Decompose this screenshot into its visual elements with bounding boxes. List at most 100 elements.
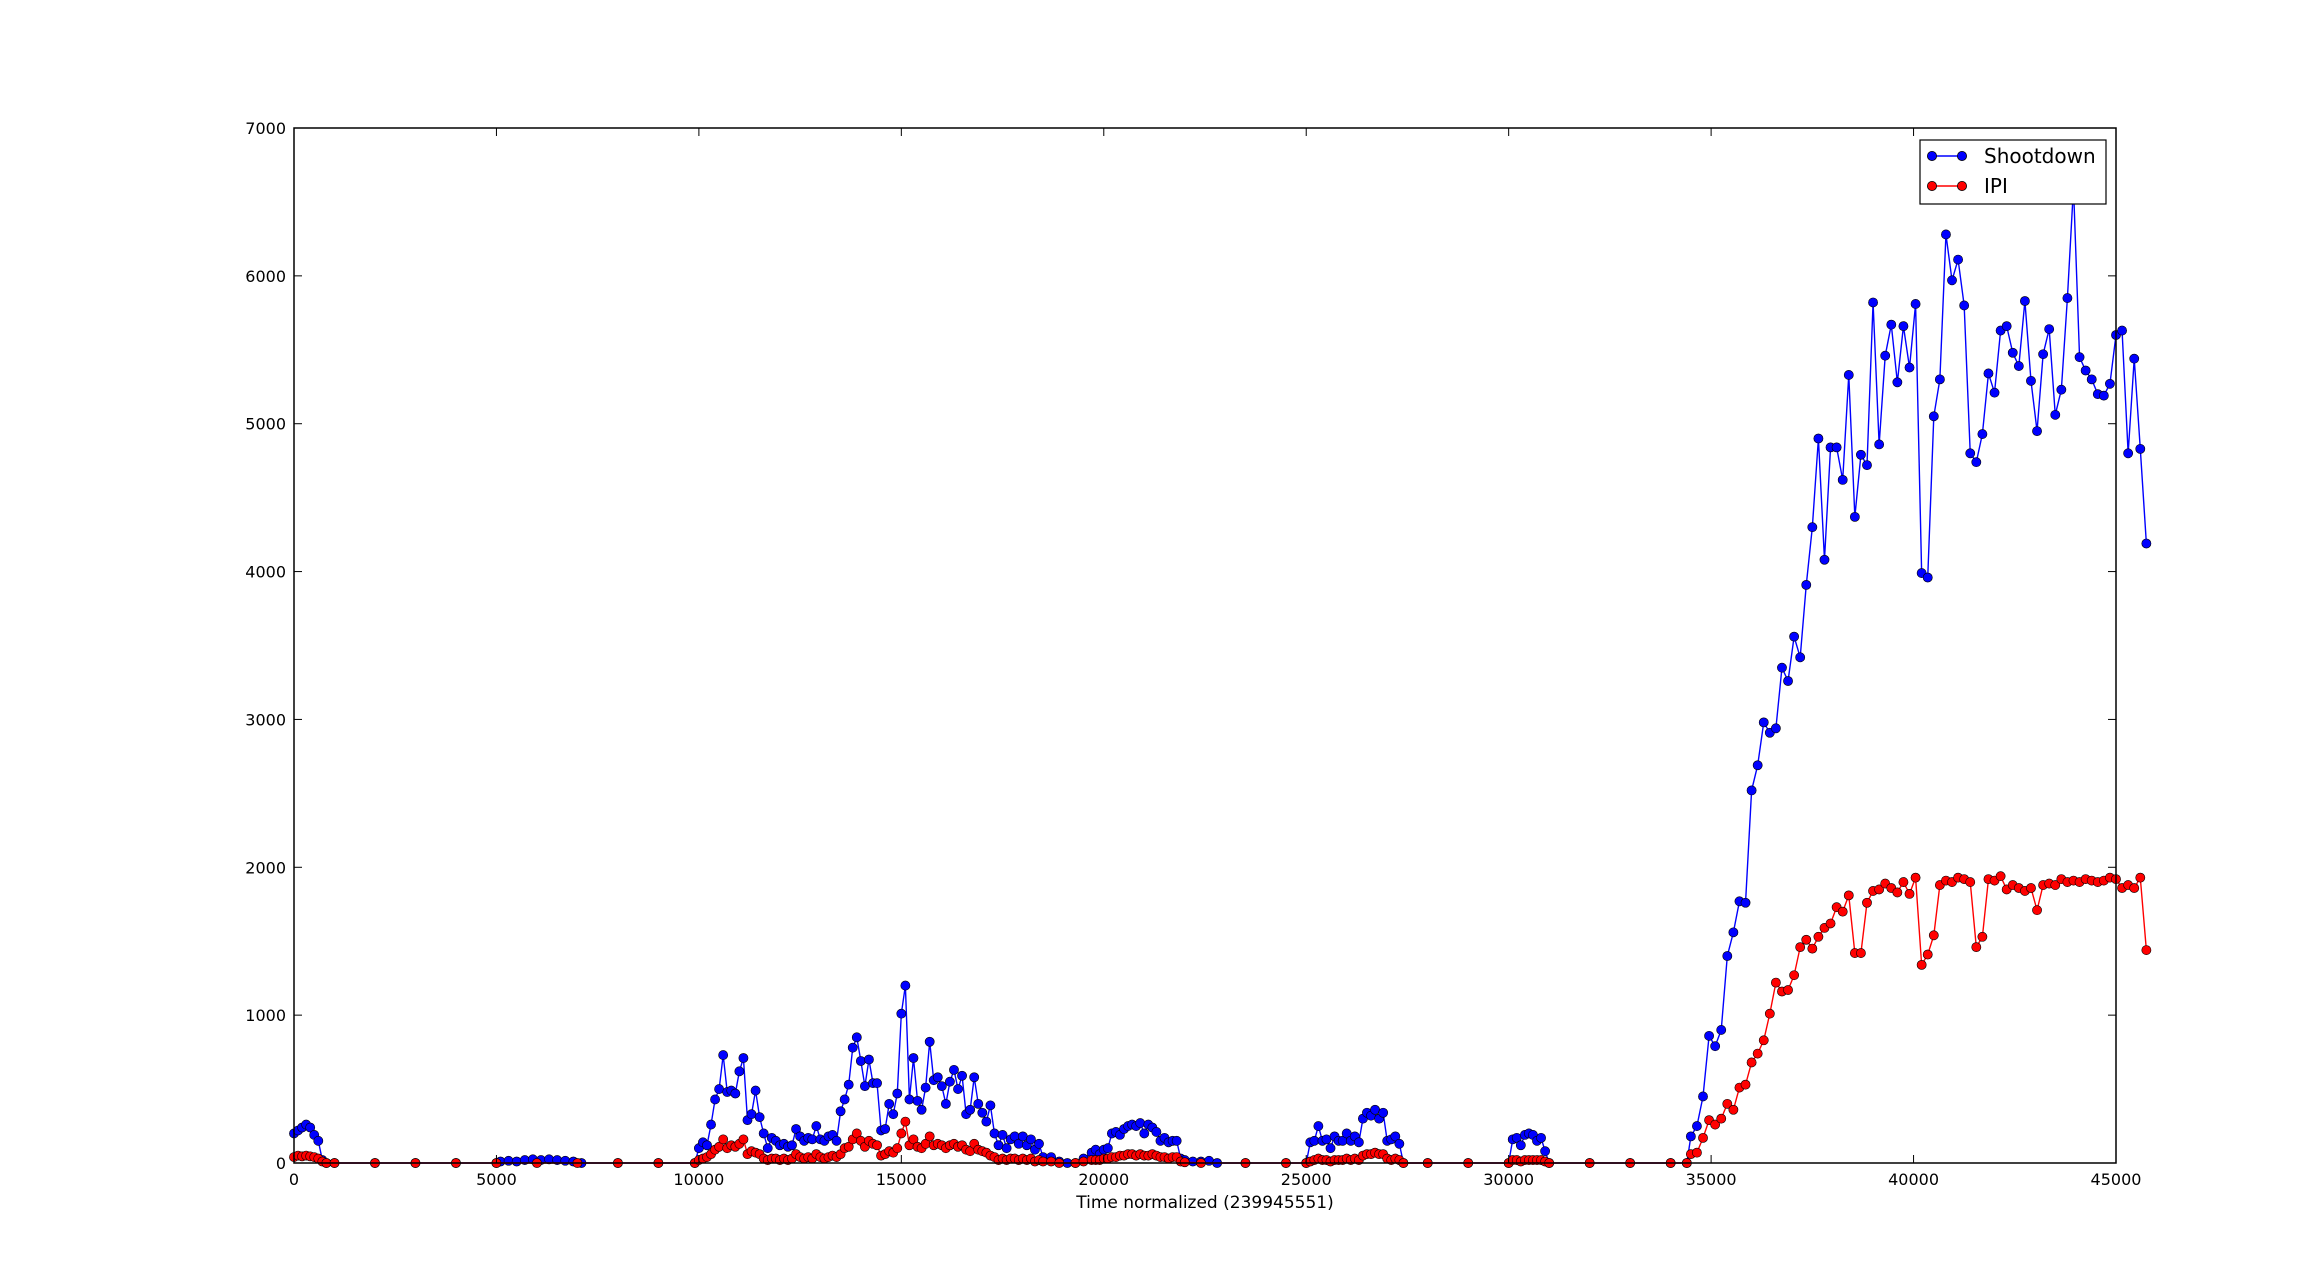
y-tick-label: 4000: [245, 563, 286, 582]
data-point-shootdown: [831, 1135, 842, 1146]
data-point-ipi: [2129, 883, 2140, 893]
legend-ipi-label: IPI: [1984, 174, 2008, 198]
data-point-ipi: [924, 1131, 935, 1142]
data-point-ipi: [1698, 1132, 1708, 1143]
data-point-shootdown: [1740, 897, 1751, 908]
data-point-shootdown: [2098, 390, 2109, 401]
data-point-shootdown: [1698, 1091, 1708, 1102]
data-point-shootdown: [847, 1042, 858, 1053]
data-point-ipi: [1795, 942, 1806, 953]
data-point-ipi: [1971, 942, 1982, 953]
data-point-shootdown: [2026, 375, 2036, 386]
data-point-shootdown: [977, 1107, 988, 1118]
plot-frame: [293, 127, 2117, 1164]
data-point-shootdown: [1886, 319, 1897, 330]
data-point-shootdown: [313, 1135, 324, 1146]
data-point-shootdown: [912, 1096, 923, 1106]
data-point-ipi: [851, 1128, 862, 1139]
data-point-shootdown: [2038, 349, 2049, 360]
data-point-shootdown: [1892, 377, 1903, 388]
data-point-shootdown: [1746, 785, 1757, 796]
data-point-shootdown: [855, 1056, 866, 1066]
data-point-ipi: [718, 1134, 729, 1145]
data-point-ipi: [2141, 945, 2152, 955]
x-tick-label: 35000: [1686, 1170, 1737, 1189]
data-point-shootdown: [965, 1104, 976, 1115]
x-tick-label: 25000: [1281, 1170, 1332, 1189]
data-point-ipi: [896, 1128, 907, 1139]
plot-area: [294, 128, 2116, 1163]
data-point-shootdown: [305, 1122, 316, 1133]
data-point-shootdown: [1783, 676, 1793, 686]
data-point-shootdown: [706, 1119, 716, 1130]
legend-shootdown-marker-left: [1927, 150, 1938, 161]
data-point-ipi: [1977, 931, 1988, 942]
y-tick-label: 0: [276, 1154, 286, 1173]
data-point-shootdown: [2007, 347, 2018, 358]
data-point-shootdown: [1139, 1128, 1150, 1139]
x-tick-label: 40000: [1888, 1170, 1939, 1189]
data-point-shootdown: [1692, 1121, 1702, 1131]
data-point-shootdown: [1856, 449, 1866, 460]
data-point-shootdown: [936, 1081, 947, 1092]
y-tick-label: 7000: [245, 119, 286, 138]
data-point-shootdown: [957, 1070, 967, 1081]
data-point-shootdown: [811, 1121, 822, 1131]
data-point-shootdown: [1353, 1137, 1364, 1148]
data-point-ipi: [1825, 918, 1836, 929]
data-point-shootdown: [945, 1076, 955, 1087]
data-point-shootdown: [1151, 1127, 1162, 1137]
data-point-shootdown: [1722, 951, 1733, 961]
data-point-shootdown: [872, 1078, 882, 1089]
data-point-shootdown: [1874, 439, 1885, 450]
data-point-shootdown: [1941, 229, 1951, 240]
data-point-shootdown: [2056, 384, 2067, 395]
data-point-shootdown: [1789, 631, 1800, 642]
x-tick-label: 15000: [876, 1170, 927, 1189]
data-point-shootdown: [1831, 442, 1842, 453]
data-point-shootdown: [1704, 1030, 1714, 1041]
data-point-shootdown: [2050, 409, 2061, 420]
data-point-shootdown: [2141, 538, 2152, 549]
data-point-shootdown: [953, 1084, 963, 1094]
legend-box: [1919, 139, 2107, 205]
data-point-shootdown: [835, 1106, 846, 1117]
data-point-shootdown: [892, 1088, 903, 1099]
y-tick-label: 3000: [245, 710, 286, 729]
data-point-shootdown: [1928, 411, 1939, 422]
data-point-shootdown: [2123, 448, 2134, 459]
data-point-shootdown: [1102, 1143, 1113, 1154]
data-point-ipi: [1904, 889, 1915, 899]
x-tick-label: 20000: [1078, 1170, 1129, 1189]
data-point-shootdown: [2074, 352, 2085, 363]
y-tick-label: 1000: [245, 1006, 286, 1025]
data-point-shootdown: [730, 1088, 741, 1099]
data-point-shootdown: [1758, 717, 1769, 728]
data-point-ipi: [1922, 949, 1933, 960]
data-point-ipi: [1813, 931, 1824, 942]
data-point-shootdown: [1959, 300, 1970, 311]
data-point-ipi: [1856, 948, 1866, 958]
data-point-shootdown: [1777, 662, 1787, 673]
data-point-shootdown: [864, 1054, 874, 1065]
data-point-ipi: [1898, 877, 1909, 887]
x-tick-label: 0: [289, 1170, 299, 1189]
data-point-ipi: [2050, 880, 2061, 890]
data-point-ipi: [892, 1143, 903, 1154]
data-point-shootdown: [969, 1072, 980, 1083]
data-point-ipi: [1789, 970, 1800, 981]
data-point-shootdown: [843, 1079, 854, 1090]
data-point-shootdown: [1801, 579, 1812, 590]
data-point-shootdown: [2001, 321, 2012, 332]
data-point-shootdown: [758, 1128, 769, 1139]
data-point-shootdown: [1813, 433, 1824, 444]
x-axis-label: Time normalized (239945551): [1075, 1193, 1333, 1213]
data-point-shootdown: [839, 1094, 850, 1105]
data-point-shootdown: [851, 1032, 862, 1043]
data-point-shootdown: [1971, 457, 1982, 468]
data-point-shootdown: [940, 1098, 951, 1109]
data-point-shootdown: [2062, 293, 2073, 303]
data-point-shootdown: [1953, 254, 1963, 265]
data-point-shootdown: [1977, 429, 1988, 439]
